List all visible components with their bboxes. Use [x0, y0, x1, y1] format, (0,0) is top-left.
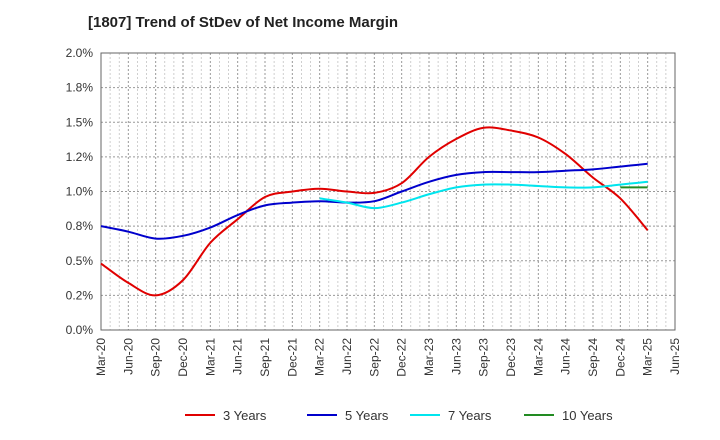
y-tick-label: 0.0% [66, 323, 94, 337]
chart-title: [1807] Trend of StDev of Net Income Marg… [88, 14, 399, 31]
x-tick-label: Sep-20 [149, 338, 163, 377]
x-tick-label: Dec-20 [176, 338, 190, 377]
x-tick-label: Dec-23 [504, 338, 518, 377]
x-tick-label: Mar-23 [422, 338, 436, 376]
plot-area [100, 52, 676, 331]
y-tick-label: 0.8% [66, 219, 94, 233]
x-tick-label: Sep-24 [586, 338, 600, 377]
y-tick-label: 1.8% [66, 81, 94, 95]
x-tick-label: Jun-25 [668, 338, 682, 375]
legend: 3 Years 5 Years 7 Years 10 Years [185, 408, 613, 423]
x-tick-label: Mar-21 [203, 338, 217, 376]
y-axis-tick-labels: 0.0% 0.2% 0.5% 0.8% 1.0% 1.2% 1.5% 1.8% 2.0% [66, 46, 94, 337]
y-tick-label: 0.2% [66, 288, 94, 302]
series-line-3-years [100, 126, 649, 297]
x-tick-label: Sep-23 [477, 338, 491, 377]
x-tick-label: Dec-24 [613, 338, 627, 377]
y-tick-label: 0.5% [66, 254, 94, 268]
legend-label-7-years: 7 Years [448, 408, 492, 423]
x-tick-label: Sep-21 [258, 338, 272, 377]
x-tick-label: Mar-22 [313, 338, 327, 376]
x-tick-label: Sep-22 [367, 338, 381, 377]
plot-frame [100, 52, 676, 331]
y-tick-label: 1.5% [66, 115, 94, 129]
x-tick-label: Mar-25 [641, 338, 655, 376]
legend-label-10-years: 10 Years [562, 408, 613, 423]
series-lines [100, 126, 649, 297]
legend-label-5-years: 5 Years [345, 408, 389, 423]
series-line-7-years [319, 180, 648, 210]
y-tick-label: 1.2% [66, 150, 94, 164]
x-tick-label: Dec-22 [395, 338, 409, 377]
x-tick-label: Dec-21 [285, 338, 299, 377]
x-tick-label: Mar-20 [94, 338, 108, 376]
x-tick-label: Jun-20 [121, 338, 135, 375]
x-tick-label: Jun-22 [340, 338, 354, 375]
x-tick-label: Jun-23 [449, 338, 463, 375]
grid-lines [100, 52, 676, 331]
y-tick-label: 1.0% [66, 185, 94, 199]
y-tick-label: 2.0% [66, 46, 94, 60]
x-tick-label: Jun-24 [559, 338, 573, 375]
series-line-5-years [100, 162, 648, 240]
legend-label-3-years: 3 Years [223, 408, 267, 423]
x-axis-tick-labels: Mar-20 Jun-20 Sep-20 Dec-20 Mar-21 Jun-21 Sep-… [94, 338, 682, 377]
x-tick-label: Mar-24 [531, 338, 545, 376]
x-tick-label: Jun-21 [231, 338, 245, 375]
